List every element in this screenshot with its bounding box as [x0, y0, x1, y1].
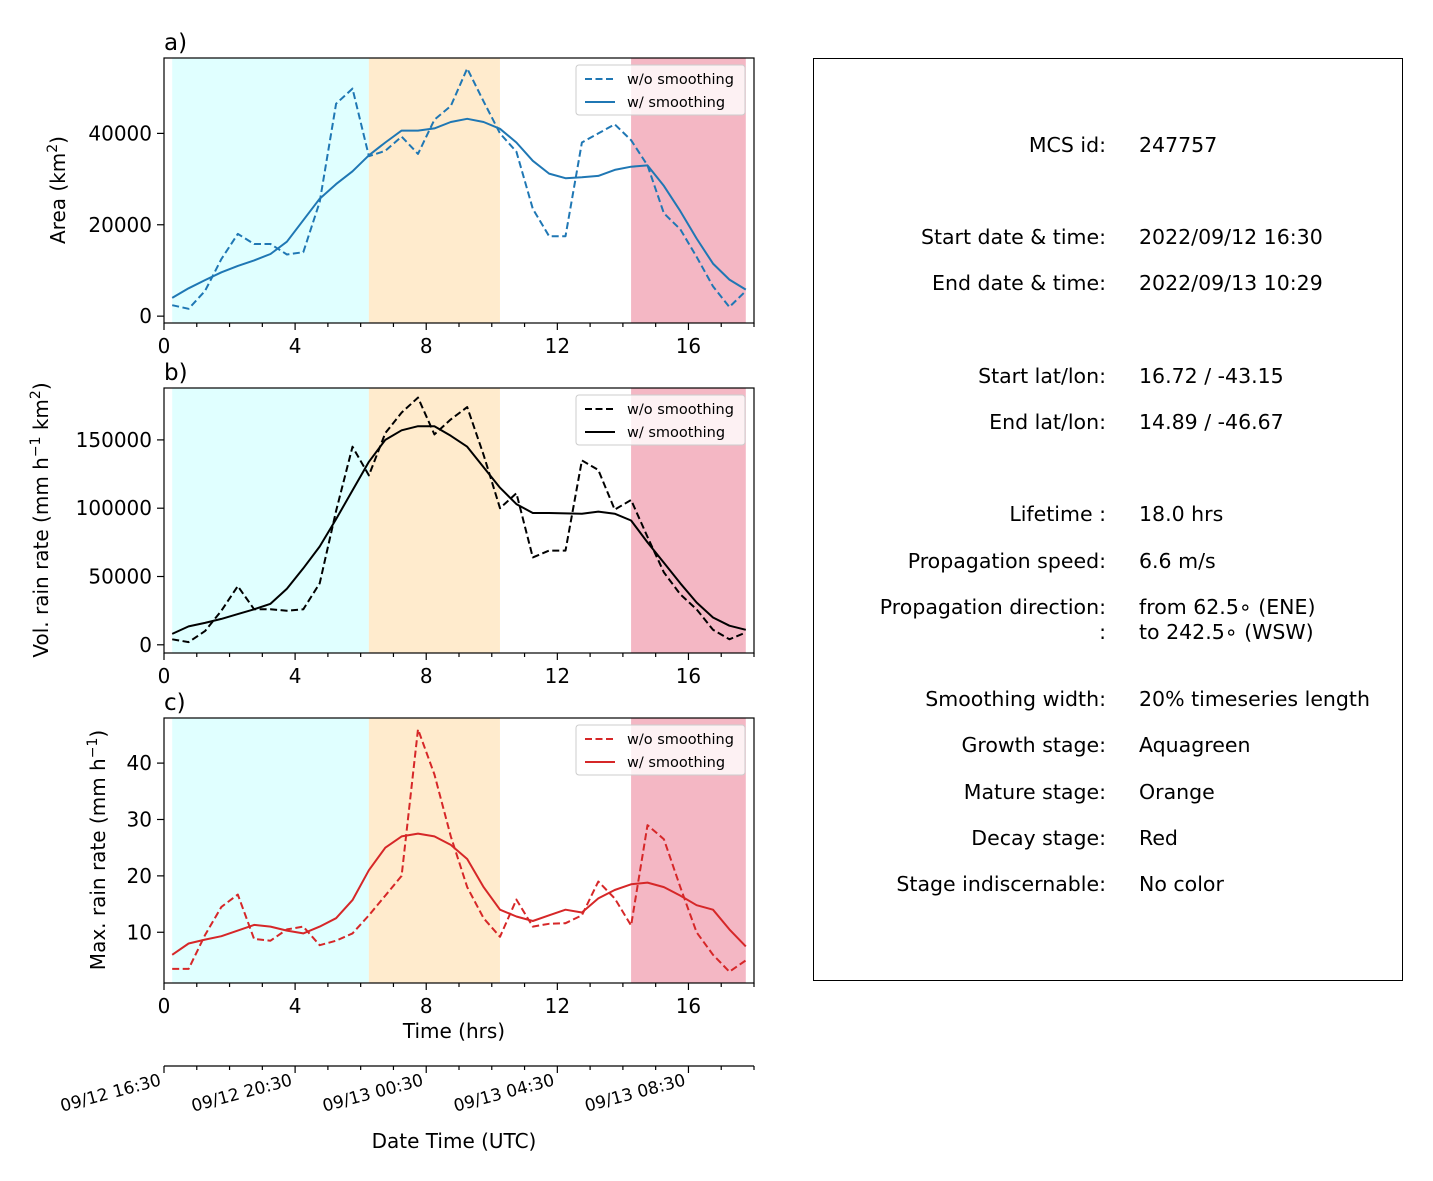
- legend-box: [575, 724, 746, 776]
- x-tick-label: 12: [545, 664, 570, 688]
- info-value: No color: [1139, 872, 1224, 896]
- series-line-raw: [172, 728, 747, 973]
- x-tick-label: 8: [420, 664, 433, 688]
- info-key: Growth stage:: [961, 733, 1106, 757]
- y-tick-label: 0: [139, 304, 152, 328]
- info-key: End lat/lon:: [989, 410, 1106, 434]
- info-key: Propagation direction:: [879, 595, 1106, 619]
- info-key: Lifetime :: [1009, 502, 1106, 526]
- info-value: 20% timeseries length: [1139, 687, 1370, 711]
- y-tick-label: 150000: [76, 428, 152, 452]
- x-tick-label: 4: [289, 664, 302, 688]
- panel-label: a): [164, 30, 187, 56]
- info-key: Start lat/lon:: [978, 364, 1106, 388]
- info-key: End date & time:: [932, 271, 1106, 295]
- info-value: 2022/09/12 16:30: [1139, 225, 1323, 249]
- info-key: Decay stage:: [971, 826, 1106, 850]
- x-axis-label: Time (hrs): [402, 1019, 505, 1043]
- stage-band-growth: [172, 388, 369, 653]
- legend-box: [575, 394, 746, 446]
- info-key: MCS id:: [1028, 133, 1106, 157]
- panel-label: b): [164, 360, 188, 386]
- y-axis-label: Vol. rain rate (mm h−1 km2): [28, 382, 53, 657]
- info-value: 14.89 / -46.67: [1139, 410, 1284, 434]
- legend-label: w/ smoothing: [627, 425, 725, 441]
- legend-label: w/o smoothing: [627, 72, 734, 88]
- y-axis-label: Area (km2): [45, 136, 70, 244]
- x-tick-label: 16: [676, 334, 701, 358]
- x-tick-label: 8: [420, 334, 433, 358]
- info-value: Orange: [1139, 780, 1215, 804]
- info-panel: MCS id: 247757 Start date & time: 2022/09/1…: [813, 58, 1403, 981]
- info-key: Mature stage:: [963, 780, 1106, 804]
- date-tick-label: 09/12 16:30: [58, 1071, 163, 1117]
- y-tick-label: 100000: [76, 496, 152, 520]
- date-tick-label: 09/12 20:30: [189, 1071, 294, 1117]
- info-value: 18.0 hrs: [1139, 502, 1224, 526]
- y-tick-label: 50000: [88, 565, 152, 589]
- series-line-raw: [172, 396, 747, 644]
- stage-band-growth: [172, 58, 369, 323]
- x-tick-label: 0: [158, 994, 171, 1018]
- y-tick-label: 10: [127, 920, 152, 944]
- info-value: 16.72 / -43.15: [1139, 364, 1284, 388]
- date-tick-label: 09/13 04:30: [452, 1071, 557, 1117]
- legend-label: w/o smoothing: [627, 732, 734, 748]
- info-key: Smoothing width:: [925, 687, 1106, 711]
- x-tick-label: 0: [158, 334, 171, 358]
- info-value: 2022/09/13 10:29: [1139, 271, 1323, 295]
- info-key: Start date & time:: [920, 225, 1106, 249]
- info-value: 6.6 m/s: [1139, 549, 1216, 573]
- stage-band-mature: [368, 58, 500, 323]
- x-tick-label: 0: [158, 664, 171, 688]
- y-tick-label: 30: [127, 807, 152, 831]
- series-line-smoothed: [171, 425, 747, 635]
- x-tick-label: 12: [545, 334, 570, 358]
- series-line-raw: [171, 67, 747, 310]
- x-tick-label: 8: [420, 994, 433, 1018]
- date-axis-label: Date Time (UTC): [372, 1129, 537, 1153]
- info-value: from 62.5∘ (ENE): [1139, 595, 1316, 619]
- y-tick-label: 0: [139, 633, 152, 657]
- x-tick-label: 4: [289, 994, 302, 1018]
- legend-box: [575, 64, 746, 116]
- legend-label: w/o smoothing: [627, 402, 734, 418]
- info-value: to 242.5∘ (WSW): [1139, 620, 1314, 644]
- info-key: Stage indiscernable:: [896, 872, 1106, 896]
- info-value: Red: [1139, 826, 1178, 850]
- legend-label: w/ smoothing: [627, 95, 725, 111]
- info-value: 247757: [1139, 133, 1218, 157]
- stage-band-mature: [368, 718, 500, 983]
- x-tick-label: 4: [289, 334, 302, 358]
- date-tick-label: 09/13 00:30: [320, 1071, 425, 1117]
- date-tick-label: 09/13 08:30: [583, 1071, 688, 1117]
- y-tick-label: 20: [127, 864, 152, 888]
- series-line-smoothed: [171, 832, 747, 956]
- x-tick-label: 16: [676, 664, 701, 688]
- x-tick-label: 16: [676, 994, 701, 1018]
- y-axis-label: Max. rain rate (mm h−1): [85, 730, 110, 970]
- y-tick-label: 20000: [88, 213, 152, 237]
- y-tick-label: 40000: [88, 121, 152, 145]
- info-key: :: [1099, 620, 1106, 644]
- panel-label: c): [164, 690, 186, 716]
- series-line-smoothed: [171, 117, 747, 299]
- y-tick-label: 40: [127, 751, 152, 775]
- info-key: Propagation speed:: [907, 549, 1106, 573]
- info-value: Aquagreen: [1139, 733, 1251, 757]
- legend-label: w/ smoothing: [627, 755, 725, 771]
- x-tick-label: 12: [545, 994, 570, 1018]
